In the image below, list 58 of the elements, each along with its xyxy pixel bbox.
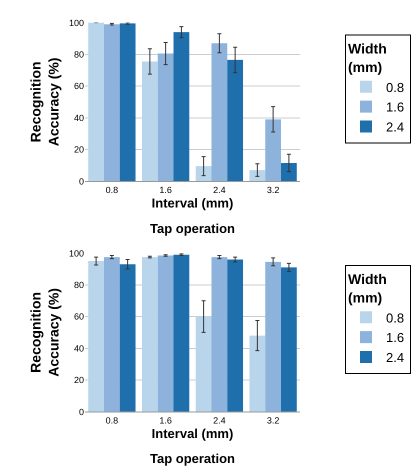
- y-tick-label: 80: [74, 280, 84, 290]
- x-tick-label: 2.4: [213, 415, 226, 426]
- bar: [104, 24, 120, 182]
- bar: [120, 23, 136, 182]
- text: Tap operation: [150, 451, 236, 466]
- x-axis-title: Interval (mm): [152, 426, 234, 442]
- y-axis-title: Recognition Accuracy (%): [27, 288, 62, 377]
- bar: [88, 261, 104, 412]
- y-tick-label: 20: [74, 375, 84, 386]
- legend-title: Width (mm): [348, 40, 387, 75]
- y-tick-label: 100: [68, 248, 84, 258]
- y-tick-label: 20: [74, 144, 84, 155]
- bar: [158, 54, 174, 182]
- y-tick-label: 0: [78, 176, 84, 186]
- legend-label: 1.6: [386, 100, 404, 115]
- y-tick-label: 100: [68, 18, 84, 28]
- x-tick-label: 1.6: [159, 415, 172, 426]
- y-tick-label: 0: [78, 406, 84, 417]
- bar: [196, 166, 212, 182]
- legend-label: 1.6: [386, 330, 404, 346]
- bar: [196, 316, 212, 412]
- bar: [249, 336, 266, 412]
- bar: [104, 257, 120, 412]
- legend-label: 0.8: [386, 80, 404, 95]
- bar: [265, 262, 282, 412]
- x-tick-label: 3.2: [266, 415, 280, 426]
- bar: [158, 256, 174, 412]
- y-tick-label: 40: [74, 343, 84, 354]
- bar: [265, 119, 282, 182]
- bar: [142, 61, 158, 182]
- bar: [227, 60, 244, 182]
- x-tick-label: 1.6: [159, 184, 172, 195]
- bar: [281, 267, 297, 412]
- bar: [249, 170, 266, 182]
- x-tick-label: 2.4: [213, 184, 226, 195]
- legend-label: 2.4: [386, 120, 404, 135]
- y-tick-label: 80: [74, 49, 84, 60]
- bar: [211, 43, 228, 182]
- y-axis-title: Recognition Accuracy (%): [27, 58, 62, 146]
- x-tick-label: 0.8: [106, 415, 118, 426]
- bar: [88, 22, 104, 182]
- text: Tap operation: [150, 221, 236, 236]
- bar: [227, 259, 244, 412]
- bar: [142, 257, 158, 412]
- y-tick-label: 60: [74, 81, 84, 92]
- x-tick-label: 3.2: [266, 184, 280, 195]
- bar: [281, 162, 297, 182]
- legend-title: Width (mm): [348, 271, 387, 306]
- y-tick-label: 60: [74, 312, 84, 322]
- legend-label: 0.8: [386, 310, 404, 326]
- bar: [174, 254, 190, 412]
- legend-label: 2.4: [386, 350, 404, 366]
- bar: [211, 257, 228, 412]
- x-axis-title: Interval (mm): [152, 196, 234, 211]
- bar: [120, 264, 136, 412]
- y-tick-label: 40: [74, 112, 84, 123]
- x-tick-label: 0.8: [106, 184, 118, 195]
- bar: [174, 32, 190, 182]
